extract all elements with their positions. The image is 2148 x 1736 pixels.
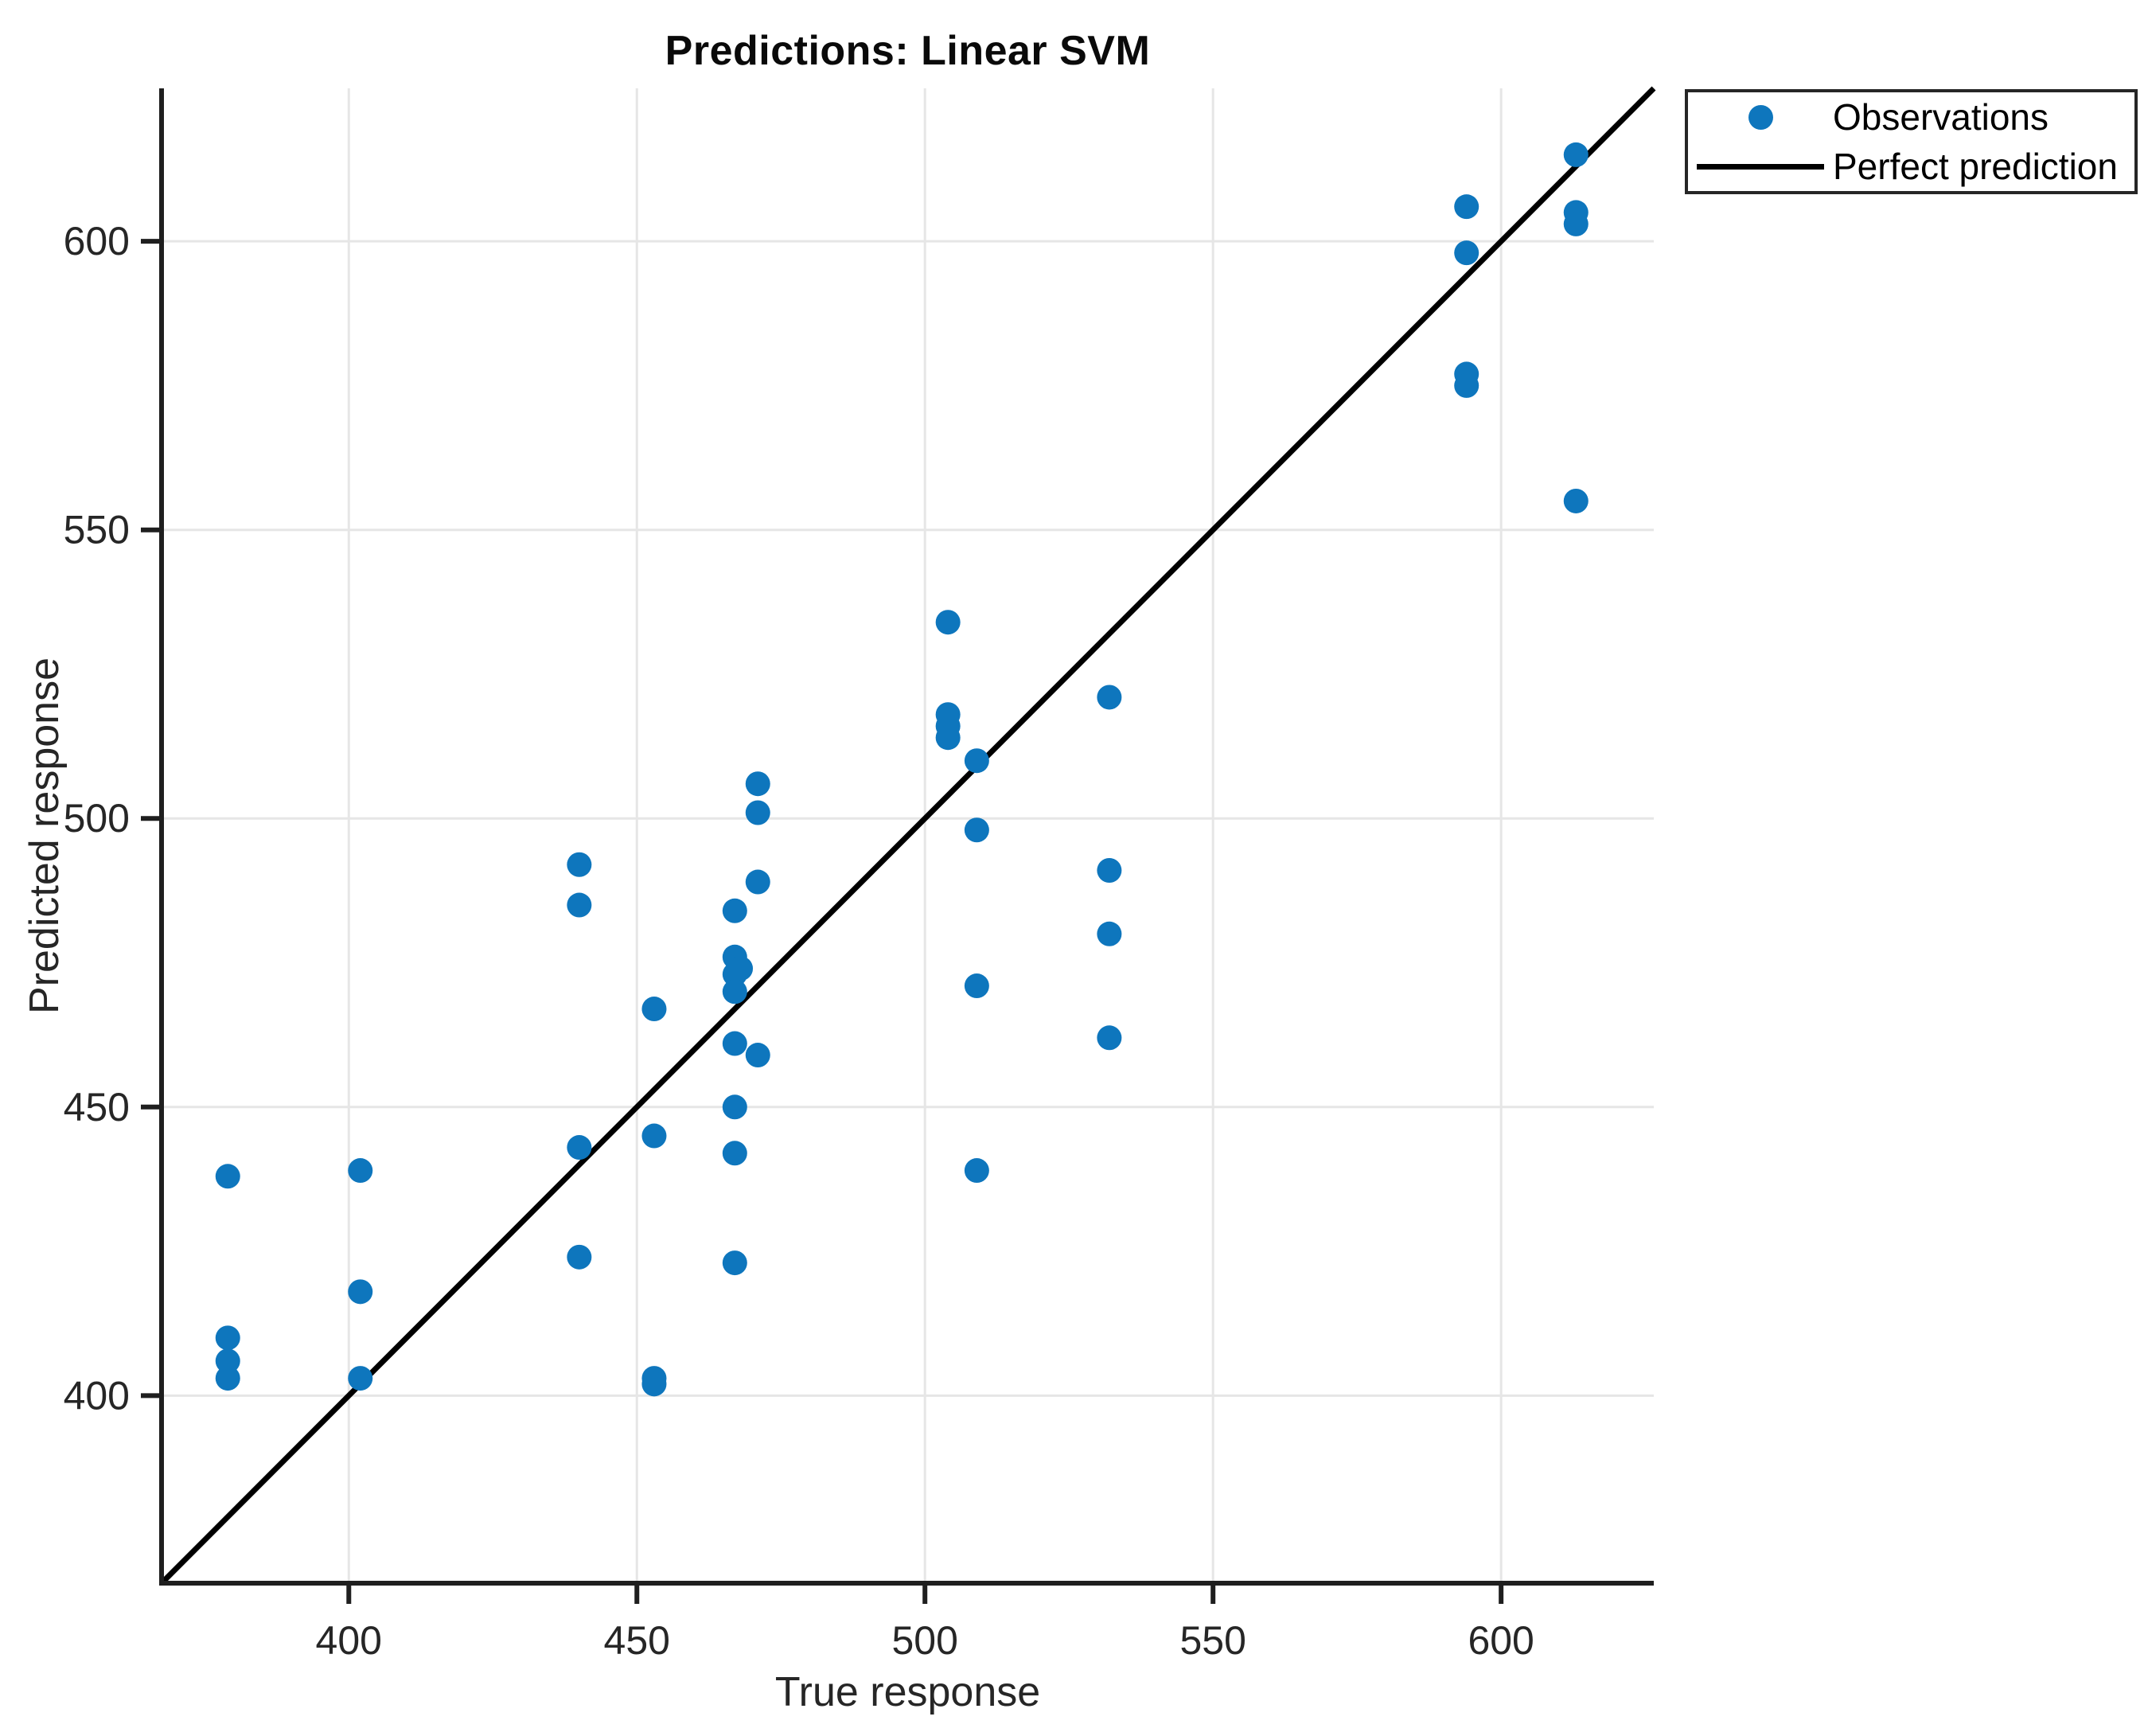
x-tick-label: 450: [604, 1618, 670, 1663]
legend-marker-cell: [1688, 104, 1833, 130]
observation-point: [1097, 921, 1122, 946]
observation-point: [935, 610, 961, 635]
legend-row-observations: Observations: [1688, 92, 2134, 142]
observation-point: [348, 1279, 373, 1305]
y-tick-label: 400: [64, 1373, 130, 1418]
observations-series: [215, 142, 1589, 1397]
observation-point: [964, 817, 989, 843]
legend-perfect-prediction-label: Perfect prediction: [1833, 146, 2118, 187]
observation-point: [1097, 858, 1122, 884]
observation-point: [567, 1244, 592, 1270]
observation-point: [722, 1250, 747, 1276]
y-tick-label: 500: [64, 796, 130, 841]
perfect-prediction-line: [159, 86, 1656, 1586]
observation-point: [745, 869, 770, 895]
observation-point: [641, 1371, 667, 1397]
observation-point: [722, 898, 747, 923]
observation-point: [722, 979, 747, 1005]
legend-marker-cell: [1688, 163, 1833, 170]
y-axis-label: Predicted response: [21, 657, 68, 1015]
x-tick-label: 550: [1179, 1618, 1246, 1663]
legend-row-perfect-prediction: Perfect prediction: [1688, 142, 2134, 191]
observation-point: [935, 725, 961, 751]
observation-point: [745, 1043, 770, 1068]
observation-point: [964, 1158, 989, 1184]
observation-point: [215, 1366, 240, 1391]
observation-point: [567, 892, 592, 918]
observation-point: [964, 748, 989, 774]
observation-point: [1097, 1025, 1122, 1051]
observation-point: [1563, 488, 1589, 513]
observation-point: [1454, 194, 1479, 220]
legend: Observations Perfect prediction: [1685, 89, 2138, 194]
observation-point: [1097, 685, 1122, 710]
observation-point: [215, 1164, 240, 1189]
observation-point: [722, 1141, 747, 1166]
observation-point: [745, 771, 770, 797]
legend-observations-label: Observations: [1833, 96, 2049, 138]
observation-point: [745, 800, 770, 825]
x-tick-label: 600: [1468, 1618, 1534, 1663]
axes: 400 450 500 550 600 400 450 500 550 600: [64, 88, 1654, 1663]
y-tick-label: 450: [64, 1085, 130, 1129]
chart-title: Predictions: Linear SVM: [665, 28, 1151, 74]
x-axis-label: True response: [774, 1669, 1041, 1715]
observation-point: [1563, 142, 1589, 167]
y-tick-label: 600: [64, 219, 130, 263]
observation-point: [215, 1325, 240, 1351]
observation-point: [722, 962, 747, 987]
observation-point: [1454, 373, 1479, 398]
gridlines: [162, 88, 1654, 1583]
observation-point: [722, 1031, 747, 1056]
y-tick-label: 550: [64, 508, 130, 552]
observations-marker-icon: [1748, 104, 1773, 130]
observation-point: [215, 1348, 240, 1374]
observation-point: [964, 973, 989, 999]
observation-point: [722, 1094, 747, 1120]
observation-point: [348, 1366, 373, 1391]
observation-point: [1454, 240, 1479, 266]
x-tick-label: 500: [891, 1618, 957, 1663]
x-tick-label: 400: [316, 1618, 382, 1663]
observation-point: [641, 1123, 667, 1149]
observation-point: [567, 852, 592, 877]
observation-point: [1563, 211, 1589, 236]
observation-point: [567, 1135, 592, 1161]
observation-point: [348, 1158, 373, 1184]
perfect-prediction-line-icon: [1697, 163, 1824, 170]
observation-point: [641, 997, 667, 1022]
